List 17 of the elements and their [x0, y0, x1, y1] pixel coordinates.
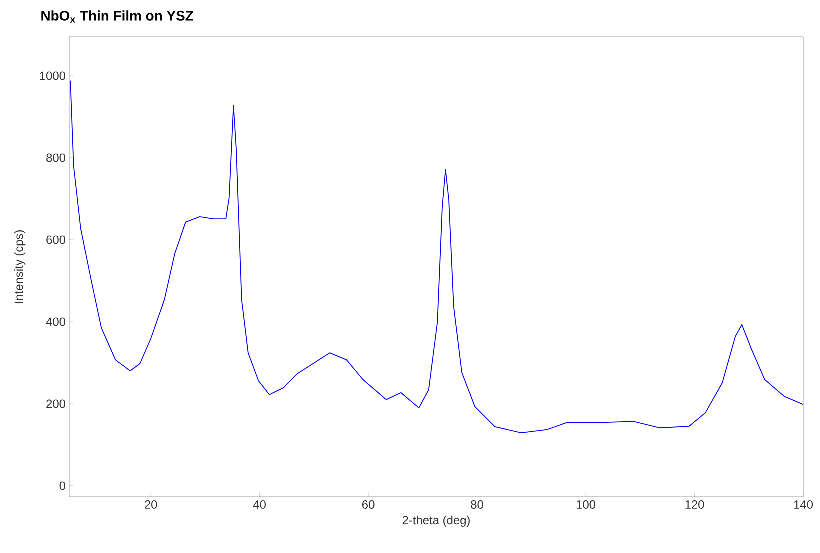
- line-series: [70, 80, 804, 434]
- x-tick-label: 80: [471, 500, 484, 509]
- y-tick-label: 1000: [40, 72, 66, 80]
- x-tick-label: 60: [362, 500, 375, 509]
- x-tick-label: 20: [145, 500, 158, 509]
- x-tick-label: 100: [576, 500, 596, 509]
- y-tick-label: 200: [46, 400, 66, 408]
- x-tick-label: 120: [686, 500, 704, 509]
- x-axis-title: 2-theta (deg): [402, 516, 470, 527]
- y-tick-label: 400: [46, 318, 66, 326]
- y-tick-label: 600: [46, 236, 66, 244]
- y-tick-label: 800: [46, 154, 66, 162]
- y-axis-title: Intensity (cps): [14, 230, 26, 304]
- chart-title: NbO$_{x}$ Thin Film on YSZ: [42, 10, 194, 23]
- x-tick-label: 140: [794, 500, 814, 509]
- y-tick-label: 0: [60, 482, 66, 490]
- x-tick-label: 40: [253, 500, 266, 509]
